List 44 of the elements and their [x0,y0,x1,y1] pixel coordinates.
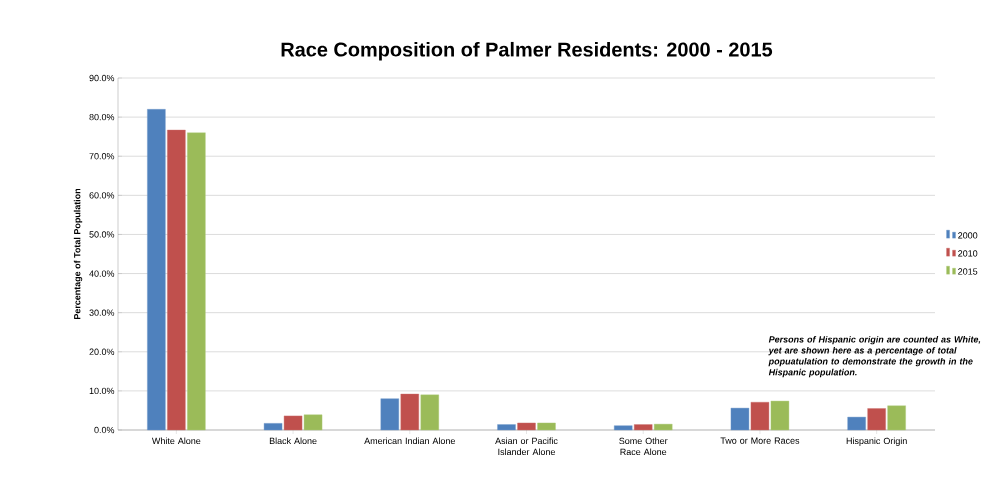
legend-label: 2000 [958,232,978,239]
x-tick-label: Asian or Pacific Islander Alone [495,437,558,456]
x-tick-label: Black Alone [269,437,317,445]
y-tick-label: 30.0% [89,309,115,316]
bar [887,405,906,431]
bar [420,394,439,431]
bar [400,393,419,431]
annotation: Persons of Hispanic origin are counted as White, yet are shown here as a percentage of total popuatulation to demonstrate the growth in the Hispanic population. [768,335,981,378]
x-tick-label: Two or More Races [720,437,800,444]
y-tick-label: 90.0% [89,74,115,82]
y-tick-label: 70.0% [89,153,115,160]
y-tick-label: 60.0% [89,192,115,199]
x-tick-label: White Alone [151,437,201,445]
y-axis-title: Percentage of Total Population [73,188,83,320]
bar [537,422,556,431]
y-tick-label: 40.0% [89,270,115,277]
bar [654,423,673,431]
y-tick-label: 0.0% [94,426,115,434]
legend-label: 2010 [958,250,978,257]
bar [634,424,653,431]
legend-label: 2015 [958,268,978,275]
bar [497,424,516,431]
x-tick-label: Some Other Race Alone [619,437,668,456]
y-tick-label: 50.0% [89,231,115,238]
y-tick-label: 10.0% [89,387,115,395]
y-tick-label: 20.0% [89,348,115,355]
bar [303,414,323,431]
bar [867,408,886,431]
bar [750,402,770,431]
bar [167,129,186,431]
bar [147,109,166,431]
bar [263,423,283,431]
bar [283,415,303,431]
bar [380,398,399,431]
bar [730,407,750,431]
bar [187,132,206,431]
x-tick-label: American Indian Alone [364,437,455,445]
y-tick-label: 80.0% [89,113,115,121]
bar [517,422,536,431]
bar [847,416,866,431]
x-tick-label: Hispanic Origin [846,437,907,446]
chart-title: Race Composition of Palmer Residents: 2000 - 2015 [281,41,773,61]
bar [770,400,790,431]
bar [614,425,633,431]
